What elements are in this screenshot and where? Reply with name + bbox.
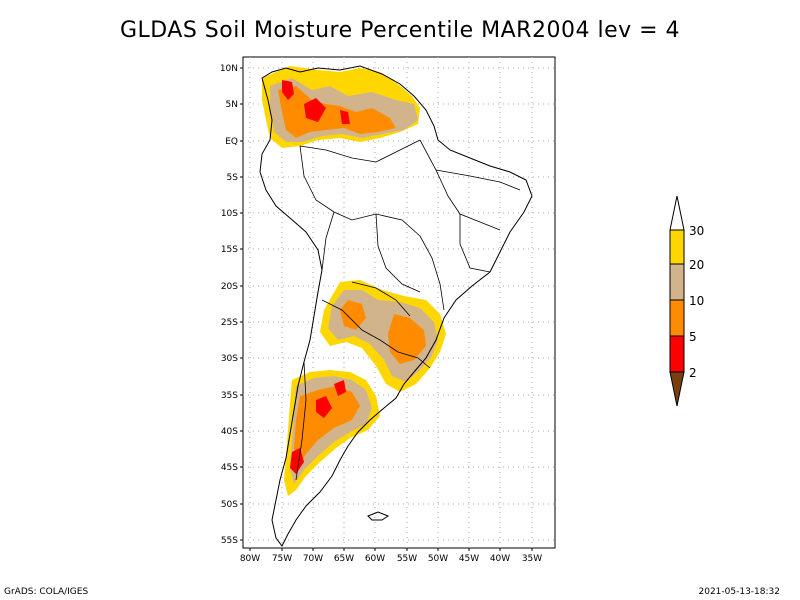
lat-label: 5S [227, 173, 239, 183]
map-title: GLDAS Soil Moisture Percentile MAR2004 l… [119, 18, 681, 43]
region-south-5-10 [340, 300, 426, 364]
map-frame [242, 56, 556, 549]
lat-label: 25S [221, 318, 238, 328]
lat-label: EQ [225, 137, 238, 147]
region-north-5-10 [278, 86, 396, 138]
legend-bottom-arrow [669, 371, 685, 407]
legend-label: 30 [689, 224, 704, 238]
region-north-2-5 [282, 80, 350, 124]
legend-label: 20 [689, 258, 704, 272]
border-segment [419, 235, 445, 311]
lon-label: 40W [490, 554, 510, 564]
legend-swatch-10-20 [669, 263, 685, 301]
lon-label: 55W [397, 554, 417, 564]
legend-label: 2 [689, 366, 697, 380]
region-argentina-5-10 [294, 386, 360, 466]
border-segment [295, 361, 307, 481]
legend-label: 10 [689, 294, 704, 308]
lat-label: 45S [221, 463, 238, 473]
lat-label: 10N [220, 64, 238, 74]
lat-label: 15S [221, 245, 238, 255]
border-segment [435, 169, 521, 191]
border-segment [419, 139, 501, 231]
lon-tick-marks [249, 548, 533, 551]
lat-label: 35S [221, 391, 238, 401]
lat-tick-marks [240, 67, 243, 541]
border-segment [321, 211, 335, 271]
lon-label: 45W [459, 554, 479, 564]
legend-top-arrow [669, 195, 685, 231]
border-segment [351, 281, 411, 317]
region-argentina-2-5 [290, 380, 346, 474]
border-segment [397, 351, 431, 369]
lat-label: 30S [221, 354, 238, 364]
lon-label: 50W [428, 554, 448, 564]
lon-tick-labels: 80W 75W 70W 65W 60W 55W 50W 45W 40W 35W [240, 554, 542, 564]
lon-label: 35W [522, 554, 542, 564]
lon-label: 65W [334, 554, 354, 564]
lat-tick-labels: 10N 5N EQ 5S 10S 15S 20S 25S 30S 35S 40S… [220, 64, 238, 546]
lon-label: 75W [272, 554, 292, 564]
legend-swatch-5-10 [669, 299, 685, 337]
lat-label: 40S [221, 427, 238, 437]
legend-label: 5 [689, 330, 697, 344]
lon-label: 70W [303, 554, 323, 564]
border-segment [321, 299, 399, 353]
shaded-regions [262, 66, 446, 496]
country-borders [295, 139, 521, 481]
lat-label: 20S [221, 282, 238, 292]
lon-label: 60W [365, 554, 385, 564]
legend-swatch-20-30 [669, 229, 685, 265]
lat-label: 5N [226, 100, 238, 110]
border-segment [299, 139, 421, 163]
lat-label: 50S [221, 500, 238, 510]
border-segment [459, 214, 491, 273]
lat-label: 10S [221, 209, 238, 219]
timestamp: 2021-05-13-18:32 [698, 587, 781, 597]
legend-swatch-2-5 [669, 335, 685, 373]
falkland-islands [367, 511, 390, 521]
grads-credit: GrADS: COLA/IGES [4, 587, 89, 597]
lon-label: 80W [240, 554, 260, 564]
border-segment [375, 213, 421, 293]
border-segment [299, 145, 421, 237]
lat-label: 55S [221, 536, 238, 546]
south-america-coastline [259, 65, 533, 547]
color-legend: 2 5 10 20 30 [669, 195, 704, 407]
